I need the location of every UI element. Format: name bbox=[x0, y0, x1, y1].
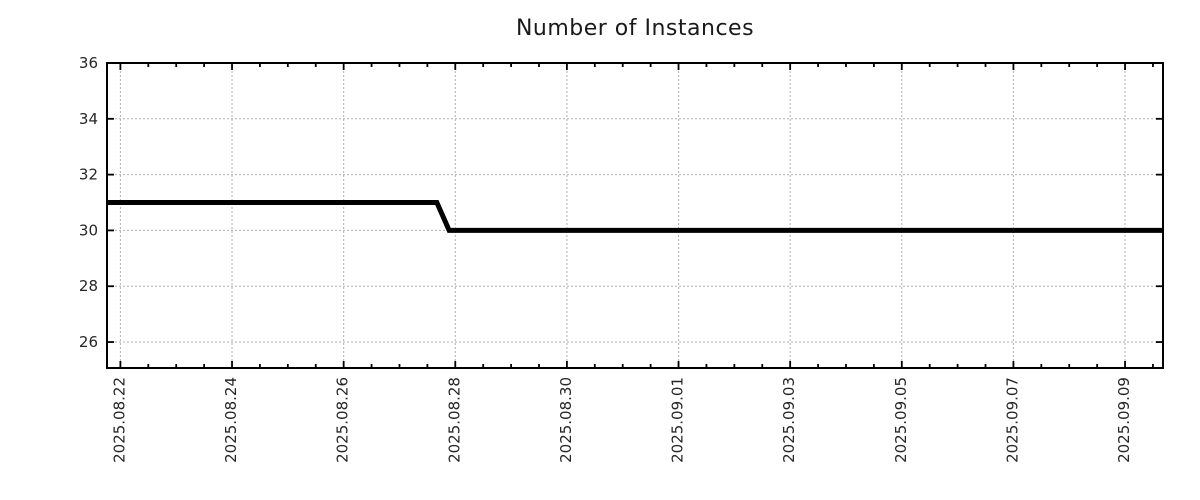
x-tick-label: 2025.08.28 bbox=[445, 377, 463, 463]
y-tick-labels: 26 28 30 32 34 36 bbox=[79, 54, 98, 351]
x-tick-labels: 2025.08.22 2025.08.24 2025.08.26 2025.08.28… bbox=[110, 377, 1133, 463]
series-group bbox=[107, 200, 1163, 233]
y-tick-label: 36 bbox=[79, 54, 98, 72]
y-tick-label: 28 bbox=[79, 277, 98, 295]
x-tick-label: 2025.08.30 bbox=[557, 377, 575, 463]
chart-title: Number of Instances bbox=[515, 16, 755, 41]
y-tick-label: 32 bbox=[79, 166, 98, 184]
x-tick-label: 2025.08.26 bbox=[334, 377, 352, 463]
x-tick-label: 2025.09.05 bbox=[892, 377, 910, 463]
x-tick-label: 2025.09.03 bbox=[780, 377, 798, 463]
plot-border bbox=[106, 62, 1164, 369]
gridlines bbox=[107, 62, 1163, 368]
x-tick-label: 2025.09.07 bbox=[1003, 377, 1021, 463]
x-tick-label: 2025.08.24 bbox=[222, 377, 240, 463]
x-tick-label: 2025.09.01 bbox=[669, 377, 687, 463]
y-tick-label: 26 bbox=[79, 333, 98, 351]
tick-marks bbox=[107, 62, 1163, 368]
x-tick-label: 2025.09.09 bbox=[1115, 377, 1133, 463]
y-tick-label: 34 bbox=[79, 110, 98, 128]
y-tick-label: 30 bbox=[79, 221, 98, 239]
x-tick-label: 2025.08.22 bbox=[110, 377, 128, 463]
series-line-instances bbox=[107, 200, 1163, 233]
